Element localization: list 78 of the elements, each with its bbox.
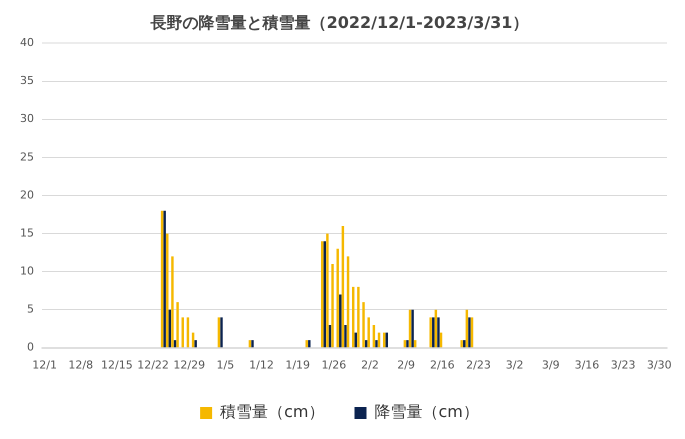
x-tick-label: 3/9 — [542, 358, 560, 372]
bar — [336, 248, 339, 348]
bar — [463, 340, 466, 348]
chart-title: 長野の降雪量と積雪量（2022/12/1-2023/3/31） — [150, 12, 528, 32]
x-tick-label: 12/1 — [32, 358, 57, 372]
x-tick-label: 12/8 — [68, 358, 94, 372]
bar — [408, 310, 412, 348]
bar — [460, 340, 463, 348]
y-tick-label: 15 — [20, 226, 34, 240]
bar — [326, 234, 329, 348]
bar — [248, 340, 252, 348]
y-tick-label: 5 — [26, 302, 34, 316]
bar — [176, 302, 179, 348]
bar — [346, 256, 350, 348]
x-tick-label: 3/16 — [574, 358, 600, 372]
y-tick-label: 20 — [20, 188, 34, 202]
bar — [406, 340, 409, 348]
y-tick-label: 0 — [26, 340, 34, 354]
bar — [171, 256, 174, 348]
bar — [331, 264, 334, 348]
bar — [182, 317, 184, 348]
bar — [305, 340, 308, 348]
bar — [352, 286, 354, 348]
x-tick-label: 2/9 — [397, 358, 416, 372]
bar — [168, 310, 172, 348]
bar — [320, 241, 324, 348]
bar — [194, 340, 197, 348]
y-tick-label: 25 — [20, 150, 34, 164]
bar — [386, 332, 388, 348]
x-tick-label: 3/30 — [646, 358, 672, 372]
x-tick-label: 3/2 — [506, 358, 524, 372]
x-tick-label: 3/23 — [610, 358, 636, 372]
bar — [324, 241, 326, 348]
bar — [218, 317, 220, 348]
bar — [375, 340, 378, 348]
x-tick-label: 1/5 — [216, 358, 234, 372]
bar — [186, 317, 190, 348]
bar — [163, 210, 166, 348]
bar — [192, 332, 194, 348]
bar — [339, 294, 342, 348]
bar — [432, 317, 434, 348]
bar — [362, 302, 365, 348]
bar — [342, 226, 344, 348]
bar — [372, 324, 376, 348]
legend-label: 積雪量（cm） — [220, 402, 325, 422]
x-tick-label: 2/2 — [361, 358, 379, 372]
bar — [308, 340, 311, 348]
y-tick-label: 30 — [20, 112, 34, 126]
x-tick-label: 2/23 — [466, 358, 491, 372]
bar — [414, 340, 416, 348]
bar — [166, 234, 168, 348]
y-tick-label: 40 — [20, 36, 34, 50]
x-tick-label: 1/19 — [285, 358, 310, 372]
bar — [468, 317, 471, 348]
legend-label: 降雪量（cm） — [374, 402, 479, 422]
x-tick-label: 12/22 — [137, 358, 169, 372]
bar — [364, 340, 368, 348]
bar — [160, 210, 164, 348]
bar — [378, 332, 380, 348]
x-tick-label: 1/26 — [321, 358, 346, 372]
bar — [344, 324, 347, 348]
bar — [404, 340, 406, 348]
bar — [367, 317, 370, 348]
x-tick-label: 12/29 — [173, 358, 206, 372]
bar — [382, 332, 386, 348]
x-tick-label: 1/12 — [249, 358, 274, 372]
y-tick-label: 35 — [20, 74, 34, 88]
bar — [434, 310, 438, 348]
bar — [466, 310, 468, 348]
bar — [429, 317, 432, 348]
x-tick-label: 2/16 — [430, 358, 455, 372]
x-tick-label: 12/15 — [101, 358, 133, 372]
bar — [328, 324, 332, 348]
bar — [354, 332, 358, 348]
y-tick-label: 10 — [20, 264, 34, 278]
bar — [437, 317, 440, 348]
bar — [357, 286, 360, 348]
bar — [411, 310, 414, 348]
